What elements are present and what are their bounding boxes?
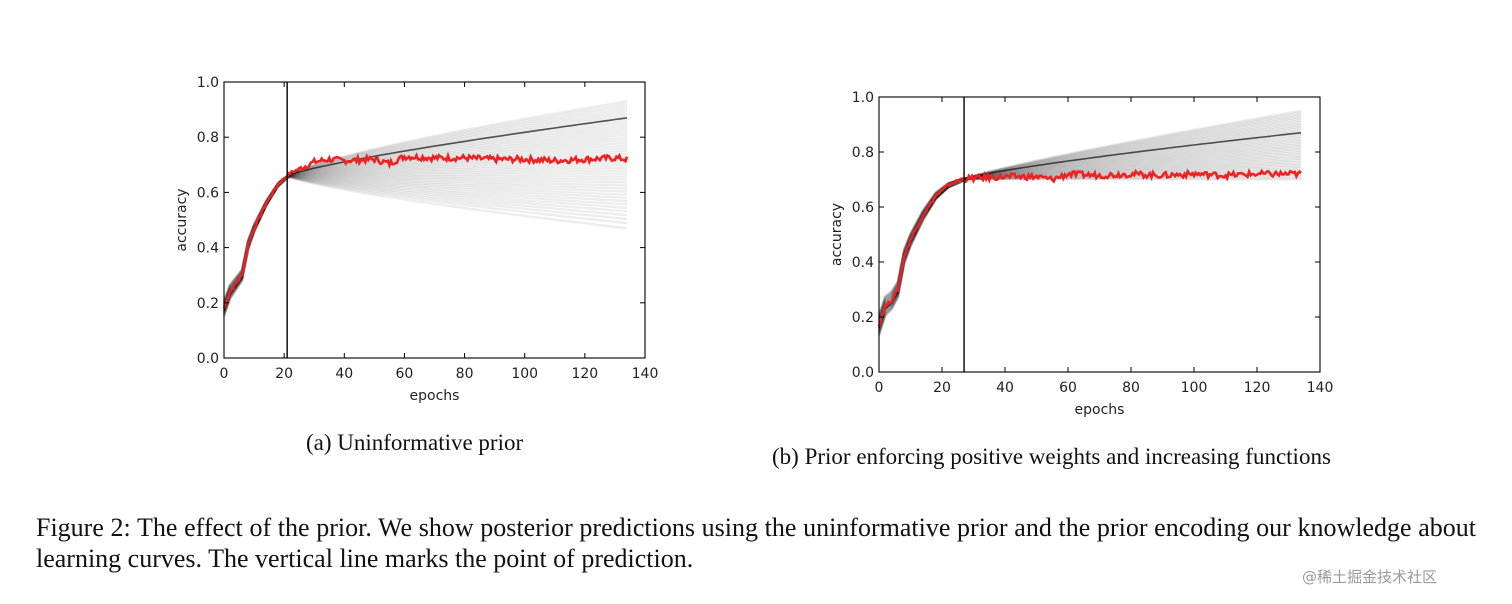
posterior-sample-line: [877, 173, 1302, 336]
x-tick-label: 60: [1059, 380, 1077, 396]
x-tick-label: 20: [933, 380, 951, 396]
x-tick-label: 100: [511, 366, 538, 382]
figure-caption: Figure 2: The effect of the prior. We sh…: [36, 513, 1476, 573]
posterior-sample-line: [222, 152, 628, 309]
axes-frame: [223, 81, 646, 359]
x-tick-label: 120: [571, 366, 598, 382]
x-tick-label: 140: [1307, 380, 1334, 396]
posterior-sample-line: [877, 111, 1302, 316]
posterior-samples: [877, 109, 1302, 337]
subplot-b: 0 20 40 60 80 100 120 140 0.0 0.2 0.4 0.6 0.8 1.0 epoc…: [829, 90, 1334, 418]
posterior-sample-line: [222, 175, 628, 317]
posterior-sample-line: [877, 177, 1302, 337]
posterior-sample-line: [222, 176, 628, 317]
posterior-sample-line: [222, 155, 628, 309]
posterior-samples: [222, 100, 628, 317]
posterior-sample-line: [222, 169, 628, 311]
y-tick-label: 0.0: [197, 351, 219, 367]
y-tick-label: 0.6: [197, 185, 219, 201]
posterior-sample-line: [222, 174, 628, 312]
y-tick-label: 0.4: [852, 255, 874, 271]
posterior-sample-line: [222, 174, 627, 312]
subcaption-a: (a) Uninformative prior: [306, 430, 524, 455]
posterior-sample-line: [877, 155, 1302, 330]
posterior-sample-line: [877, 114, 1302, 317]
posterior-sample-line: [877, 109, 1302, 315]
x-tick-label: 0: [220, 366, 229, 382]
observed-curve: [222, 151, 629, 309]
axes-frame: [878, 96, 1321, 373]
y-tick-label: 0.0: [852, 365, 874, 381]
x-tick-label: 60: [396, 366, 414, 382]
posterior-sample-line: [222, 175, 628, 315]
y-axis-label: accuracy: [829, 203, 845, 266]
x-tick-label: 80: [1122, 380, 1140, 396]
posterior-sample-line: [222, 175, 628, 314]
x-tick-label: 20: [275, 366, 293, 382]
posterior-sample-line: [877, 157, 1302, 330]
posterior-sample-line: [222, 175, 628, 314]
y-tick-label: 0.6: [852, 200, 874, 216]
posterior-sample-line: [222, 163, 628, 310]
posterior-sample-line: [222, 175, 628, 314]
y-tick-label: 0.8: [852, 145, 874, 161]
posterior-sample-line: [877, 112, 1302, 316]
posterior-sample-line: [877, 176, 1302, 337]
posterior-sample-line: [222, 166, 628, 311]
posterior-mean-line: [878, 132, 1302, 329]
posterior-sample-line: [222, 174, 628, 313]
y-tick-label: 1.0: [197, 75, 219, 91]
x-tick-label: 100: [1181, 380, 1208, 396]
posterior-sample-line: [222, 175, 628, 316]
posterior-sample-line: [877, 159, 1302, 331]
x-tick-label: 40: [996, 380, 1014, 396]
x-tick-label: 140: [632, 366, 659, 382]
subplot-a: 0 20 40 60 80 100 120 140 0.0 0.2 0.4 0.6 0.8 1.0 epoc…: [174, 75, 659, 404]
posterior-sample-line: [877, 170, 1302, 335]
y-tick-label: 0.8: [197, 130, 219, 146]
posterior-sample-line: [877, 154, 1302, 329]
posterior-sample-line: [877, 115, 1302, 317]
posterior-sample-line: [877, 171, 1302, 335]
y-tick-label: 1.0: [852, 90, 874, 106]
x-axis-label: epochs: [410, 388, 460, 404]
watermark: @稀土掘金技术社区: [1302, 568, 1438, 586]
posterior-sample-line: [222, 174, 628, 313]
posterior-sample-line: [222, 172, 627, 311]
posterior-sample-line: [877, 175, 1302, 336]
posterior-sample-line: [222, 175, 628, 317]
posterior-sample-line: [222, 175, 628, 315]
x-tick-label: 80: [456, 366, 474, 382]
y-tick-label: 0.2: [852, 310, 874, 326]
posterior-sample-line: [222, 160, 628, 310]
subcaption-b: (b) Prior enforcing positive weights and…: [772, 444, 1331, 469]
x-tick-label: 0: [875, 380, 884, 396]
posterior-sample-line: [222, 175, 628, 316]
y-tick-label: 0.4: [197, 241, 219, 257]
observed-curve: [877, 168, 1302, 327]
posterior-sample-line: [222, 175, 628, 316]
x-tick-label: 40: [335, 366, 353, 382]
x-axis-label: epochs: [1075, 402, 1125, 418]
posterior-sample-line: [222, 174, 628, 313]
x-tick-label: 120: [1244, 380, 1271, 396]
y-axis-label: accuracy: [174, 188, 190, 251]
y-tick-label: 0.2: [197, 296, 219, 312]
